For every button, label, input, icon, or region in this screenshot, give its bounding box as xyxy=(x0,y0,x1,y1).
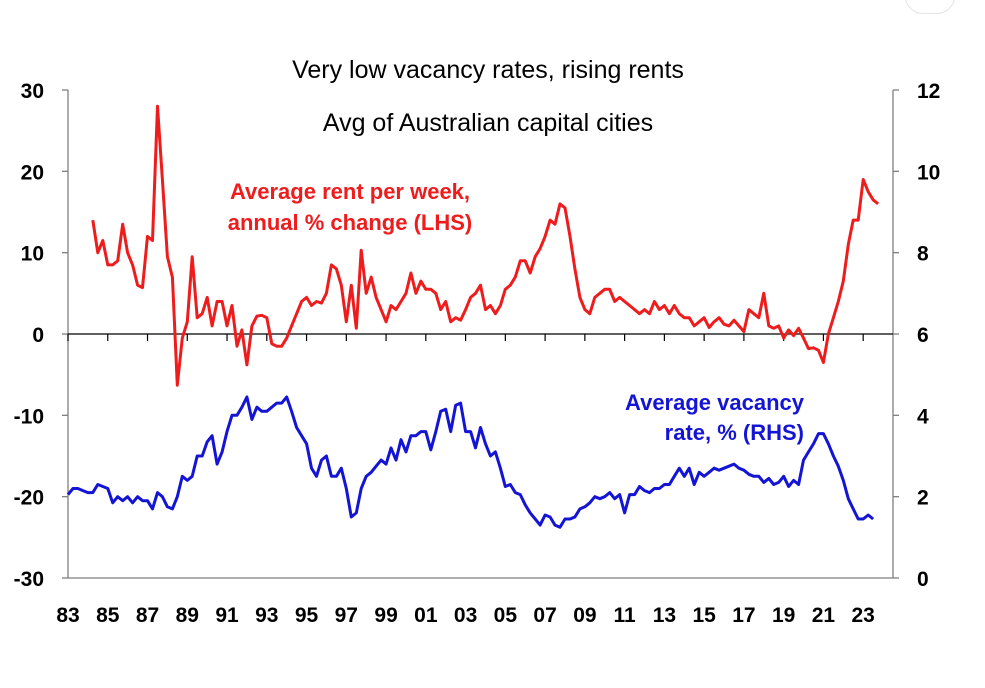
x-tick-label: 07 xyxy=(533,604,556,627)
right-tick-label: 8 xyxy=(917,243,929,266)
x-tick-label: 23 xyxy=(852,604,875,627)
right-tick-label: 10 xyxy=(917,161,940,184)
x-tick-label: 01 xyxy=(414,604,438,627)
x-tick-label: 95 xyxy=(295,604,319,627)
left-tick-label: 30 xyxy=(21,80,44,103)
x-tick-label: 05 xyxy=(494,604,518,627)
vacancy-series-label: rate, % (RHS) xyxy=(665,420,804,445)
left-tick-label: -10 xyxy=(14,405,44,428)
right-tick-label: 12 xyxy=(917,80,940,103)
left-tick-label: -20 xyxy=(14,487,44,510)
right-tick-label: 4 xyxy=(917,405,929,428)
right-tick-label: 2 xyxy=(917,487,929,510)
chart-title: Very low vacancy rates, rising rents xyxy=(292,56,684,84)
x-tick-label: 09 xyxy=(573,604,596,627)
series-labels: Average rent per week, annual % change (L… xyxy=(228,179,805,445)
x-tick-label: 89 xyxy=(176,604,199,627)
x-tick-label: 91 xyxy=(215,604,239,627)
right-tick-label: 6 xyxy=(917,324,929,347)
x-tick-label: 17 xyxy=(732,604,755,627)
rent-series-label: Average rent per week, xyxy=(230,179,470,204)
x-tick-label: 99 xyxy=(374,604,397,627)
vacancy-series-label: Average vacancy xyxy=(625,390,805,415)
x-tick-label: 93 xyxy=(255,604,278,627)
x-tick-label: 11 xyxy=(614,604,637,627)
left-tick-label: 0 xyxy=(32,324,44,347)
series-layer xyxy=(66,104,880,529)
left-tick-label: -30 xyxy=(14,568,44,591)
right-tick-label: 0 xyxy=(917,568,929,591)
rent-change-line xyxy=(91,104,880,387)
rent-series-label: annual % change (LHS) xyxy=(228,210,472,235)
x-tick-label: 13 xyxy=(653,604,676,627)
chart-subtitle: Avg of Australian capital cities xyxy=(323,109,653,137)
x-tick-label: 15 xyxy=(692,604,716,627)
left-tick-label: 20 xyxy=(21,161,44,184)
x-tick-label: 21 xyxy=(812,604,836,627)
x-tick-label: 85 xyxy=(96,604,120,627)
x-tick-label: 83 xyxy=(56,604,79,627)
x-tick-label: 87 xyxy=(136,604,159,627)
x-tick-label: 97 xyxy=(335,604,358,627)
x-tick-label: 03 xyxy=(454,604,477,627)
left-tick-label: 10 xyxy=(21,243,44,266)
x-tick-label: 19 xyxy=(772,604,795,627)
vacancy-rate-line xyxy=(66,395,875,529)
